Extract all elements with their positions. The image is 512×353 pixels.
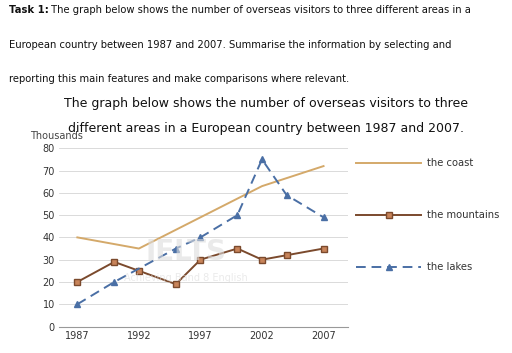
Text: the lakes: the lakes: [427, 262, 473, 272]
Text: The graph below shows the number of overseas visitors to three: The graph below shows the number of over…: [64, 97, 468, 110]
Text: Thousands: Thousands: [30, 131, 83, 141]
Text: IELTS: IELTS: [145, 238, 227, 266]
Text: different areas in a European country between 1987 and 2007.: different areas in a European country be…: [68, 122, 464, 136]
Text: Task 1:: Task 1:: [9, 5, 49, 15]
Text: the coast: the coast: [427, 158, 474, 168]
Text: The graph below shows the number of overseas visitors to three different areas i: The graph below shows the number of over…: [48, 5, 471, 15]
Text: Achieving Band 8 English: Achieving Band 8 English: [124, 273, 248, 283]
Text: European country between 1987 and 2007. Summarise the information by selecting a: European country between 1987 and 2007. …: [9, 40, 452, 50]
Text: the mountains: the mountains: [427, 210, 500, 220]
Text: reporting this main features and make comparisons where relevant.: reporting this main features and make co…: [9, 74, 350, 84]
